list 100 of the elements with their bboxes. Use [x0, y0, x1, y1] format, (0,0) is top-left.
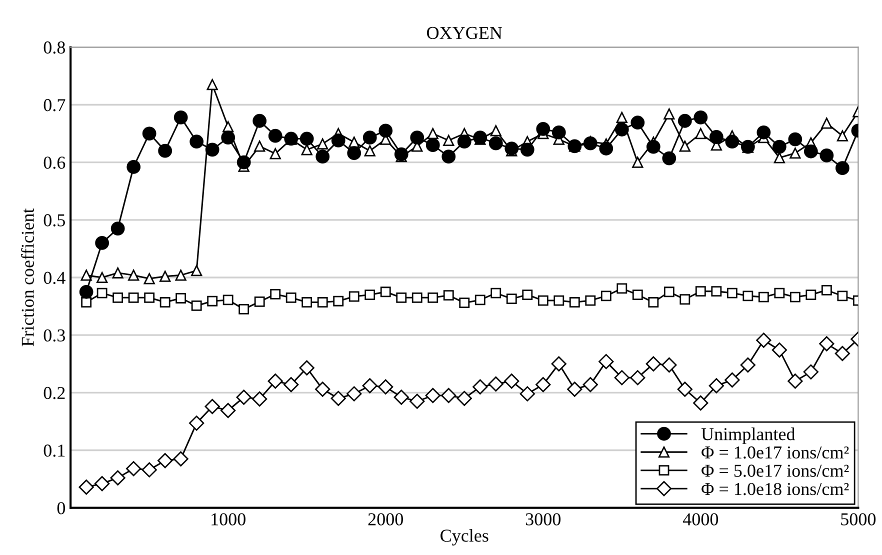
- point: [490, 288, 502, 298]
- x-tick-label: 4000: [682, 513, 718, 526]
- point: [837, 290, 848, 302]
- point: [206, 79, 218, 90]
- point: [662, 151, 676, 166]
- point: [680, 294, 690, 305]
- point: [428, 292, 438, 303]
- chart-title: OXYGEN: [427, 26, 502, 40]
- point: [426, 138, 440, 152]
- point: [189, 416, 204, 431]
- point: [598, 354, 614, 370]
- point: [788, 374, 803, 389]
- point: [268, 374, 283, 389]
- point: [648, 297, 659, 308]
- point: [758, 292, 769, 302]
- point: [300, 132, 314, 146]
- point: [80, 270, 92, 281]
- point: [410, 130, 424, 145]
- point: [110, 222, 125, 236]
- point: [569, 297, 580, 308]
- point: [442, 150, 456, 164]
- y-tick-label: 0.2: [44, 386, 65, 400]
- point: [583, 136, 598, 150]
- point: [301, 144, 312, 156]
- point: [695, 286, 706, 297]
- point: [725, 134, 740, 149]
- y-tick-label: 0.7: [44, 99, 66, 112]
- point: [142, 462, 157, 478]
- point: [252, 114, 267, 128]
- point: [677, 382, 692, 397]
- point: [347, 146, 362, 160]
- point: [538, 295, 548, 306]
- point: [220, 402, 236, 418]
- point: [96, 272, 108, 284]
- y-tick-label: 0.1: [44, 444, 65, 457]
- point: [632, 156, 644, 168]
- point: [772, 140, 786, 154]
- point: [362, 378, 378, 394]
- point: [144, 273, 155, 284]
- point: [520, 142, 534, 157]
- legend-label: Φ = 5.0e17 ions/cm²: [702, 464, 849, 477]
- point: [804, 144, 818, 158]
- point: [443, 134, 454, 146]
- point: [504, 142, 519, 156]
- point: [459, 298, 470, 308]
- point: [126, 160, 141, 174]
- point: [821, 118, 832, 129]
- point: [790, 148, 801, 159]
- point: [536, 377, 551, 392]
- point: [346, 386, 362, 402]
- point: [207, 296, 218, 306]
- point: [585, 295, 596, 306]
- point: [299, 360, 314, 376]
- point: [333, 296, 344, 306]
- point: [144, 292, 155, 303]
- point: [756, 332, 772, 348]
- point: [128, 270, 140, 281]
- point: [410, 394, 425, 409]
- point: [806, 290, 816, 300]
- point: [160, 297, 170, 308]
- point: [472, 379, 488, 394]
- point: [490, 125, 502, 136]
- point: [834, 346, 850, 362]
- point: [112, 292, 124, 303]
- y-tick-label: 0.5: [44, 214, 65, 226]
- point: [819, 336, 834, 352]
- point: [78, 480, 94, 495]
- point: [456, 390, 472, 406]
- point: [474, 294, 486, 306]
- point: [317, 138, 328, 150]
- point: [614, 122, 629, 136]
- point: [835, 161, 850, 176]
- point: [679, 140, 690, 152]
- point: [380, 286, 391, 298]
- x-axis-title: Cycles: [440, 529, 488, 546]
- point: [614, 370, 630, 386]
- legend-label: Unimplanted: [701, 428, 796, 444]
- point: [95, 236, 110, 250]
- point: [128, 292, 139, 303]
- legend-label: Φ = 1.0e18 ions/cm²: [702, 482, 849, 496]
- point: [504, 374, 520, 389]
- point: [158, 453, 173, 468]
- point: [536, 122, 550, 136]
- point: [662, 357, 677, 373]
- point: [756, 125, 771, 140]
- point: [616, 283, 628, 294]
- point: [236, 155, 251, 170]
- x-tick-label: 3000: [526, 513, 561, 526]
- y-tick-label: 0.4: [44, 272, 66, 284]
- point: [94, 476, 110, 492]
- point: [412, 292, 422, 303]
- point: [176, 293, 186, 304]
- point: [394, 147, 408, 162]
- point: [774, 288, 785, 298]
- point: [774, 152, 785, 164]
- point: [646, 140, 660, 154]
- point: [396, 292, 407, 303]
- point: [552, 125, 566, 140]
- point: [160, 270, 171, 282]
- point: [364, 145, 376, 156]
